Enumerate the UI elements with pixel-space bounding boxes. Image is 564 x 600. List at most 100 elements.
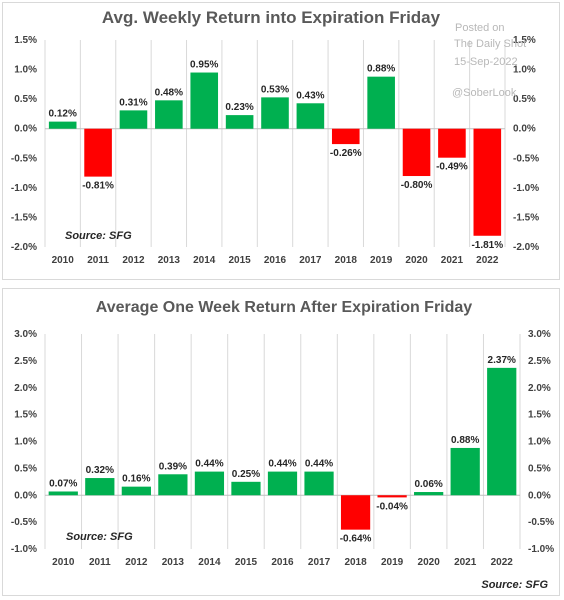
data-label: 0.44%: [305, 459, 333, 470]
chart-panel-bottom: Average One Week Return After Expiration…: [2, 288, 560, 596]
data-label: 0.07%: [49, 478, 77, 489]
data-label: 0.95%: [190, 60, 218, 71]
y-tick-label-right: -1.0%: [528, 544, 554, 555]
x-tick-label: 2014: [198, 557, 221, 568]
bar-2021: [450, 447, 480, 496]
bar-2011: [85, 478, 115, 496]
x-tick-label: 2011: [89, 557, 111, 568]
data-label: 0.06%: [414, 479, 442, 490]
data-label: -0.81%: [82, 181, 114, 192]
y-tick-label-left: -1.0%: [11, 544, 37, 555]
x-tick-label: 2010: [52, 255, 75, 266]
x-tick-label: 2014: [193, 255, 216, 266]
bar-2013: [155, 100, 183, 129]
y-tick-label-right: 0.5%: [528, 463, 551, 474]
x-tick-label: 2021: [441, 255, 464, 266]
data-label: -0.64%: [340, 534, 372, 545]
x-tick-label: 2013: [162, 557, 185, 568]
y-tick-label-right: 0.0%: [528, 490, 551, 501]
y-tick-label-right: 0.0%: [513, 124, 536, 135]
watermark-publication: The Daily Shot: [454, 38, 526, 50]
y-tick-label-left: 1.0%: [14, 437, 37, 448]
chart-bottom: Average One Week Return After Expiration…: [11, 299, 554, 591]
y-tick-label-left: 0.5%: [14, 94, 37, 105]
data-label: -0.04%: [376, 501, 408, 512]
x-tick-label: 2019: [370, 255, 393, 266]
bar-2017: [304, 471, 334, 496]
y-tick-label-right: 0.5%: [513, 94, 536, 105]
bar-2022: [487, 367, 517, 496]
data-label: -0.26%: [330, 148, 362, 159]
y-tick-label-left: 3.0%: [14, 329, 37, 340]
watermark-date: 15-Sep-2022: [454, 56, 518, 68]
x-tick-label: 2020: [418, 557, 441, 568]
bar-2019: [367, 76, 395, 129]
y-tick-label-right: 2.5%: [528, 356, 551, 367]
bar-2018: [331, 128, 360, 145]
x-tick-label: 2012: [125, 557, 148, 568]
data-label: -1.81%: [471, 240, 503, 251]
y-tick-label-right: -1.0%: [513, 183, 539, 194]
source-note: Source: SFG: [66, 531, 133, 543]
bar-2012: [119, 110, 148, 129]
y-tick-label-right: -1.5%: [513, 212, 539, 223]
x-tick-label: 2019: [381, 557, 404, 568]
chart-title: Average One Week Return After Expiration…: [96, 299, 473, 316]
bar-2016: [267, 471, 298, 496]
data-label: 0.39%: [159, 461, 187, 472]
y-tick-label-right: 1.0%: [528, 437, 551, 448]
x-tick-label: 2018: [335, 255, 358, 266]
x-tick-label: 2021: [454, 557, 477, 568]
y-tick-label-right: 1.0%: [513, 65, 536, 76]
y-tick-label-left: 0.0%: [14, 490, 37, 501]
data-label: 0.43%: [296, 90, 324, 101]
x-tick-label: 2015: [235, 557, 258, 568]
watermark-posted: Posted on: [455, 22, 505, 34]
data-label: 0.88%: [451, 435, 479, 446]
y-tick-label-right: 2.0%: [528, 383, 551, 394]
y-tick-label-left: 2.5%: [14, 356, 37, 367]
y-tick-label-right: -0.5%: [513, 153, 539, 164]
x-tick-label: 2018: [344, 557, 367, 568]
x-tick-label: 2013: [158, 255, 181, 266]
y-tick-label-right: -0.5%: [528, 517, 554, 528]
y-tick-label-left: 2.0%: [14, 383, 37, 394]
bar-2018: [340, 495, 371, 530]
bar-2020: [414, 492, 444, 496]
data-label: -0.80%: [401, 180, 433, 191]
x-tick-label: 2011: [87, 255, 109, 266]
x-tick-label: 2012: [122, 255, 145, 266]
data-label: 0.16%: [122, 474, 150, 485]
chart-title: Avg. Weekly Return into Expiration Frida…: [102, 8, 441, 27]
y-tick-label-right: -2.0%: [513, 242, 539, 253]
data-label: 0.23%: [225, 102, 253, 113]
y-tick-label-left: 0.0%: [14, 124, 37, 135]
bar-2013: [158, 474, 188, 496]
bar-2017: [296, 103, 325, 129]
bar-2021: [438, 128, 466, 158]
watermark-handle: @SoberLook: [452, 87, 517, 99]
chart-panel-top: Avg. Weekly Return into Expiration Frida…: [2, 2, 560, 280]
bar-2010: [48, 491, 78, 496]
bar-2020: [402, 128, 431, 177]
y-tick-label-left: -2.0%: [11, 242, 37, 253]
x-tick-label: 2016: [271, 557, 294, 568]
y-tick-label-right: 1.5%: [513, 35, 536, 46]
x-tick-label: 2015: [228, 255, 251, 266]
bar-2022: [473, 128, 502, 236]
source-note-bottom: Source: SFG: [481, 579, 548, 591]
y-tick-label-left: 1.0%: [14, 65, 37, 76]
bar-2012: [121, 486, 151, 496]
data-label: 0.25%: [232, 469, 260, 480]
x-tick-label: 2020: [405, 255, 428, 266]
data-label: 2.37%: [488, 355, 516, 366]
y-tick-label-left: 1.5%: [14, 35, 37, 46]
y-tick-label-left: 1.5%: [14, 410, 37, 421]
x-tick-label: 2022: [476, 255, 499, 266]
data-label: 0.44%: [268, 459, 296, 470]
data-label: 0.53%: [261, 84, 289, 95]
x-tick-label: 2022: [491, 557, 514, 568]
y-tick-label-left: -0.5%: [11, 153, 37, 164]
y-tick-label-left: -1.0%: [11, 183, 37, 194]
x-tick-label: 2017: [308, 557, 331, 568]
